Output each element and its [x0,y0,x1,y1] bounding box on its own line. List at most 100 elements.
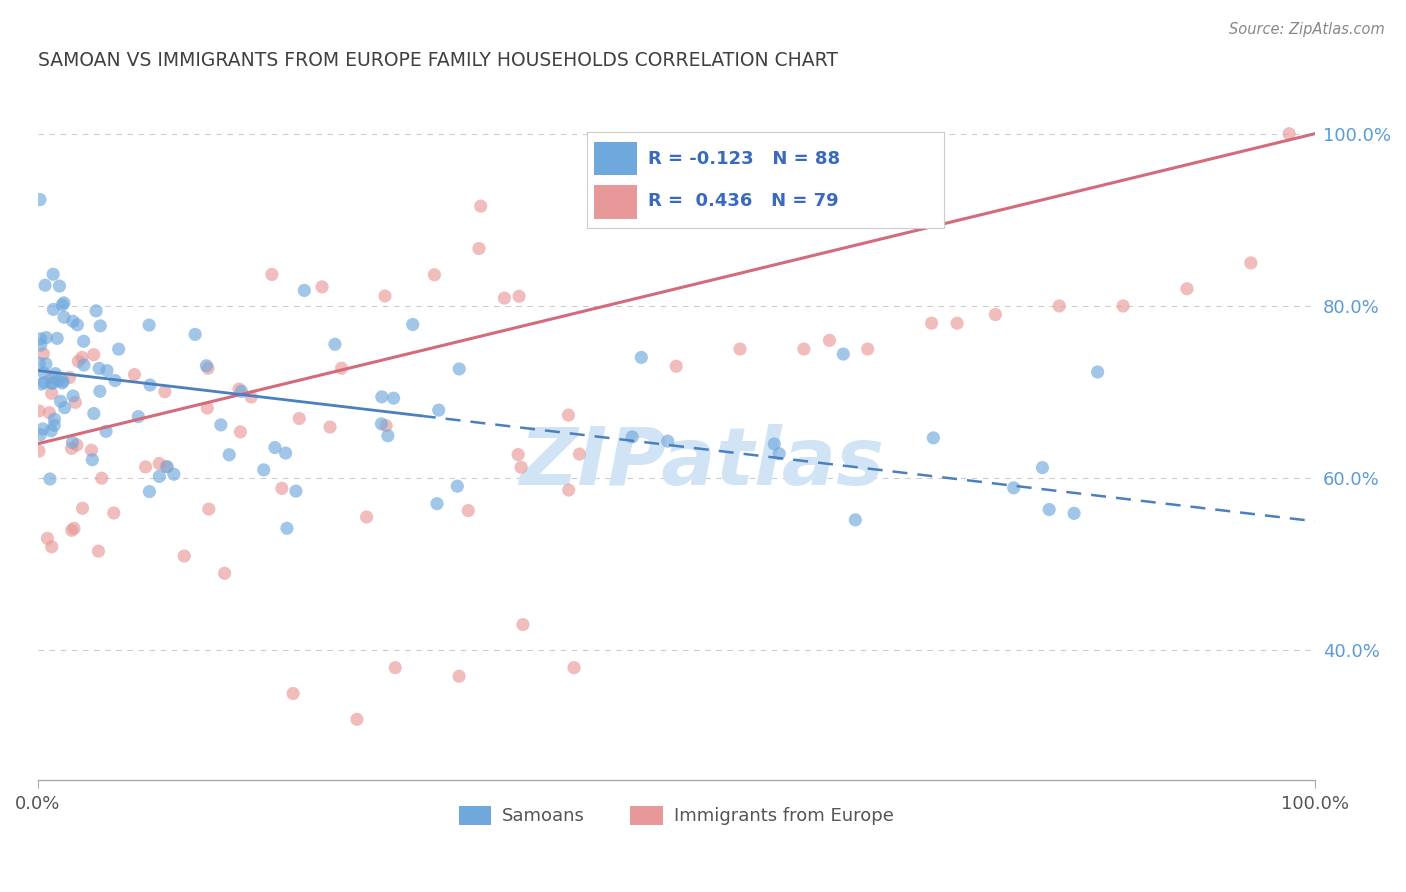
Point [96,363,118,377]
Point [32,366,55,380]
Point [139,378,162,392]
Point [30,338,52,352]
Point [922,431,945,445]
Point [41,386,63,401]
Point [630,351,652,365]
Point [512,617,534,632]
Point [375,418,398,433]
Point [73,358,96,372]
Point [87,544,110,558]
Point [402,318,425,332]
Point [1240,256,1263,270]
Text: ZIPatlas: ZIPatlas [519,424,884,501]
Point [382,391,405,405]
Point [468,242,491,256]
Point [49,394,72,409]
Point [214,566,236,581]
Point [44,412,66,426]
Point [856,342,879,356]
Point [153,384,176,399]
Point [284,484,307,499]
Point [156,459,179,474]
Point [370,417,392,431]
Point [510,460,533,475]
Point [1278,127,1301,141]
Point [35,330,58,344]
Point [346,712,368,726]
Point [665,359,688,374]
Point [28,404,51,418]
Point [184,327,207,342]
Point [356,510,378,524]
Point [103,506,125,520]
Point [60,442,83,456]
Point [62,314,84,328]
Point [28,193,51,207]
Point [62,435,84,450]
Point [1031,460,1053,475]
Point [53,401,76,415]
Point [270,481,292,495]
Point [87,361,110,376]
Point [52,374,75,388]
Point [46,331,69,345]
Point [984,308,1007,322]
Point [240,390,263,404]
Point [218,448,240,462]
Point [28,444,51,458]
Point [728,342,751,356]
Point [292,284,315,298]
Point [42,302,65,317]
Point [657,434,679,449]
Point [374,289,396,303]
Point [288,411,311,425]
Point [90,471,112,485]
Point [1047,299,1070,313]
Point [37,532,59,546]
Point [1112,299,1135,313]
Point [1175,282,1198,296]
Point [494,291,516,305]
Point [138,484,160,499]
Point [197,361,219,376]
Point [384,660,406,674]
Point [84,303,107,318]
Point [557,408,579,422]
Point [42,267,65,281]
Point [80,443,103,458]
Point [330,361,353,376]
Point [89,384,111,399]
Point [94,425,117,439]
Point [34,376,56,390]
Point [426,497,449,511]
Point [63,521,86,535]
Point [1063,506,1085,520]
Point [557,483,579,497]
Point [44,367,66,381]
Point [62,389,84,403]
Point [83,348,105,362]
Point [1087,365,1109,379]
Point [231,384,253,399]
Point [30,427,52,442]
Text: Source: ZipAtlas.com: Source: ZipAtlas.com [1229,22,1385,37]
Point [39,472,62,486]
Point [31,422,53,436]
Point [53,310,76,325]
Point [311,280,333,294]
Point [70,351,93,365]
Point [72,334,94,349]
Point [844,513,866,527]
Point [274,446,297,460]
Point [34,278,56,293]
Point [148,457,170,471]
Point [30,332,52,346]
Point [89,318,111,333]
Point [228,382,250,396]
Point [67,354,90,368]
Point [163,467,186,482]
Legend: Samoans, Immigrants from Europe: Samoans, Immigrants from Europe [451,799,901,832]
Point [323,337,346,351]
Point [38,406,60,420]
Point [41,540,63,554]
